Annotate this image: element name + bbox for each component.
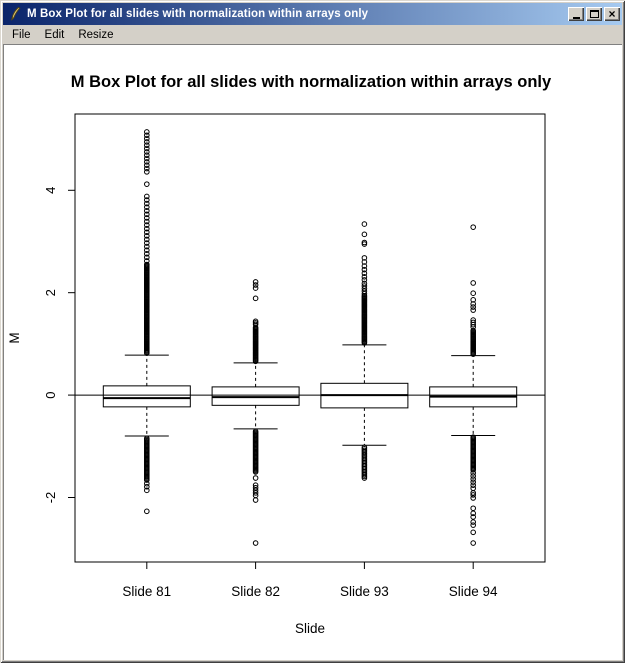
y-axis-label: M — [7, 332, 22, 343]
titlebar[interactable]: M Box Plot for all slides with normaliza… — [3, 3, 622, 25]
svg-text:Slide 93: Slide 93 — [340, 584, 389, 599]
svg-text:Slide 94: Slide 94 — [449, 584, 498, 599]
boxplot-group-slide-82 — [211, 279, 300, 546]
outlier-points — [144, 129, 150, 515]
plot-area-border — [74, 113, 546, 563]
close-icon: × — [608, 7, 616, 21]
boxplot-chart: M Box Plot for all slides with normaliza… — [7, 73, 552, 636]
svg-text:Slide 82: Slide 82 — [231, 584, 280, 599]
close-button[interactable]: × — [604, 7, 620, 21]
menu-item-resize[interactable]: Resize — [78, 28, 114, 41]
x-axis-label: Slide — [295, 621, 325, 636]
box — [102, 385, 191, 408]
y-axis: -2 0 2 4 — [43, 187, 75, 504]
menu-bar: File Edit Resize — [3, 25, 622, 44]
outlier-points — [470, 224, 476, 546]
outlier-points — [252, 279, 259, 546]
boxplot-group-slide-93 — [320, 221, 409, 481]
chart-title: M Box Plot for all slides with normaliza… — [71, 73, 552, 91]
maximize-button[interactable] — [586, 7, 602, 21]
svg-text:-2: -2 — [43, 492, 58, 504]
minimize-button[interactable] — [568, 7, 584, 21]
svg-text:0: 0 — [43, 391, 58, 398]
window-controls: × — [568, 7, 620, 21]
boxplot-group-slide-94 — [429, 224, 518, 546]
boxplot-group-slide-81 — [102, 129, 191, 515]
menu-item-edit[interactable]: Edit — [44, 28, 65, 41]
svg-text:2: 2 — [43, 289, 58, 296]
graphics-canvas: M Box Plot for all slides with normaliza… — [3, 44, 622, 660]
window-title: M Box Plot for all slides with normaliza… — [27, 8, 369, 20]
maximize-icon — [589, 10, 599, 18]
quill-pen-icon — [7, 6, 23, 22]
svg-text:4: 4 — [43, 187, 58, 194]
box — [211, 386, 300, 406]
minimize-icon — [572, 17, 580, 19]
x-axis: Slide 81 Slide 82 Slide 93 Slide 94 — [122, 562, 498, 599]
menu-item-file[interactable]: File — [12, 28, 31, 41]
outlier-points — [361, 221, 368, 481]
svg-text:Slide 81: Slide 81 — [122, 584, 171, 599]
